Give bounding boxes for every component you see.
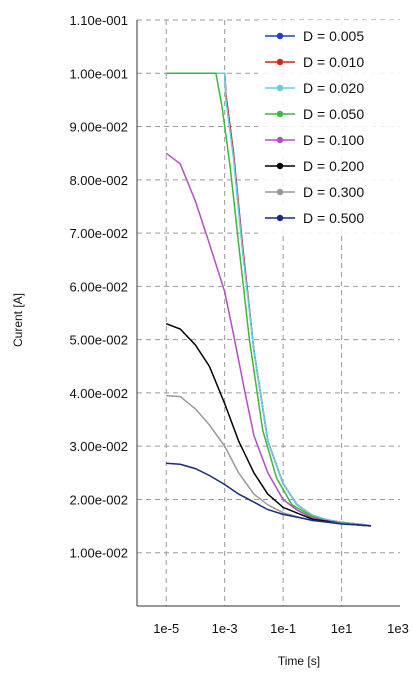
y-tick-label: 7.00e-002: [69, 226, 128, 241]
legend-label: D = 0.100: [303, 132, 364, 148]
axes-layer: [136, 20, 400, 607]
legend-marker: [276, 136, 284, 144]
legend-label: D = 0.300: [303, 184, 364, 200]
series-line-8: [166, 462, 371, 527]
y-tick-label: 8.00e-002: [69, 173, 128, 188]
x-tick-label: 1e-3: [212, 621, 238, 636]
legend-marker: [276, 32, 284, 40]
series-line-5: [165, 152, 371, 527]
legend-marker: [276, 188, 284, 196]
legend-label: D = 0.005: [303, 28, 364, 44]
y-tick-label: 1.10e-001: [69, 13, 128, 28]
legend-label: D = 0.020: [303, 80, 364, 96]
y-tick-label: 9.00e-002: [69, 120, 128, 135]
legend-label: D = 0.050: [303, 106, 364, 122]
legend: D = 0.005 D = 0.010 D = 0.020 D = 0.050 D = …: [258, 20, 400, 236]
legend-label: D = 0.010: [303, 54, 364, 70]
legend-marker: [276, 58, 284, 66]
y-tick-label: 1.00e-002: [69, 546, 128, 561]
series-layer: [165, 72, 371, 527]
legend-marker: [276, 110, 284, 118]
x-tick-label: 1e-1: [270, 621, 296, 636]
legend-box: [258, 20, 400, 236]
y-tick-label: 3.00e-002: [69, 439, 128, 454]
x-tick-label: 1e-5: [153, 621, 179, 636]
series-line-6: [165, 322, 371, 527]
legend-label: D = 0.200: [303, 158, 364, 174]
legend-marker: [276, 162, 284, 170]
legend-label: D = 0.500: [303, 210, 364, 226]
y-tick-label: 6.00e-002: [69, 279, 128, 294]
series-line-7: [166, 394, 371, 527]
y-tick-label: 1.00e-001: [69, 66, 128, 81]
y-tick-label: 4.00e-002: [69, 386, 128, 401]
ticks-layer: 1.00e-002 2.00e-002 3.00e-002 4.00e-002 5.00…: [69, 13, 408, 636]
legend-marker: [276, 84, 284, 92]
x-axis-label: Time [s]: [278, 654, 320, 668]
y-tick-label: 5.00e-002: [69, 333, 128, 348]
y-tick-label: 2.00e-002: [69, 492, 128, 507]
y-axis-label: Curent [A]: [11, 293, 25, 347]
x-tick-label: 1e1: [331, 621, 353, 636]
x-tick-label: 1e3: [387, 621, 409, 636]
legend-marker: [276, 214, 284, 222]
